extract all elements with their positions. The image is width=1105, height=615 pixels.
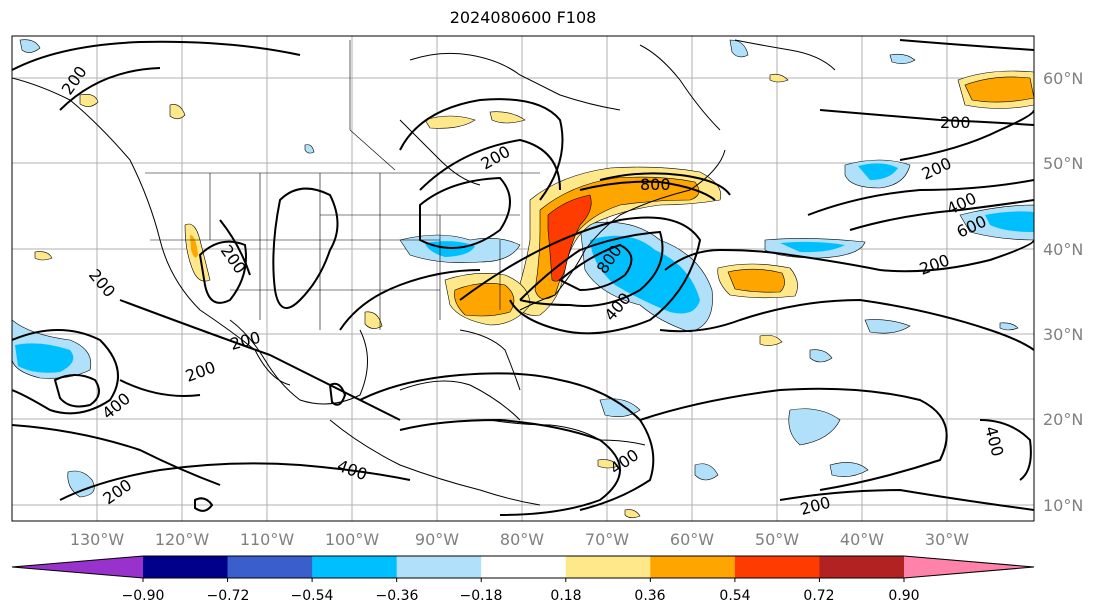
contour-label: 200 [919,153,955,183]
colorbar-tick: −0.72 [207,588,250,604]
contour-label: 400 [98,389,134,423]
coastlines [12,39,836,506]
longitude-labels: 130°W 120°W 110°W 100°W 90°W 80°W 70°W 6… [70,530,969,549]
colorbar-segment [143,556,229,578]
state-boundaries [145,40,540,330]
colorbar-tick: 0.54 [719,588,750,604]
colorbar-tick: 0.18 [550,588,581,604]
colorbar-segment [481,556,567,578]
colorbar-segment [227,556,313,578]
lat-label: 30°N [1043,325,1083,344]
colorbar-tick: −0.18 [460,588,503,604]
lon-label: 110°W [240,530,295,549]
lat-label: 10°N [1043,496,1083,515]
lat-label: 40°N [1043,240,1083,259]
colorbar-segment [734,556,820,578]
lon-label: 120°W [155,530,210,549]
colorbar-segment [819,556,905,578]
lon-label: 40°W [840,530,884,549]
colorbar-extend-high [904,556,1034,578]
lon-label: 130°W [70,530,125,549]
lon-label: 80°W [500,530,544,549]
colorbar-segment [650,556,736,578]
contour-label: 200 [183,357,218,385]
colorbar-segment [396,556,482,578]
lat-label: 20°N [1043,410,1083,429]
contour-label: 400 [335,456,370,484]
shaded-fields [12,39,1034,519]
lat-label: 50°N [1043,154,1083,173]
colorbar [11,555,1035,582]
contours [12,39,1034,516]
colorbar-segment [565,556,651,578]
map-frame [11,35,1035,522]
contour-label: 200 [85,265,119,301]
latitude-labels: 60°N 50°N 40°N 30°N 20°N 10°N [1043,69,1083,515]
colorbar-tick: 0.72 [803,588,834,604]
colorbar-tick: −0.36 [376,588,419,604]
contour-label: 400 [981,424,1007,458]
colorbar-tick: −0.54 [291,588,334,604]
colorbar-tick: 0.36 [634,588,665,604]
contour-label: 200 [99,475,135,508]
colorbar-tick: 0.90 [888,588,919,604]
lon-label: 30°W [925,530,969,549]
colorbar-extend-low [12,556,143,578]
contour-label: 200 [940,113,971,132]
lon-label: 70°W [585,530,629,549]
map-title: 2024080600 F108 [449,8,597,27]
colorbar-segment [312,556,398,578]
lon-label: 100°W [325,530,380,549]
lon-label: 60°W [670,530,714,549]
contour-label: 200 [478,142,514,174]
lon-label: 90°W [415,530,459,549]
colorbar-ticks: −0.90 −0.72 −0.54 −0.36 −0.18 0.18 0.36 … [122,588,920,604]
contour-label: 800 [640,175,671,194]
colorbar-tick: −0.90 [122,588,165,604]
lon-label: 50°W [755,530,799,549]
lat-label: 60°N [1043,69,1083,88]
contour-label: 200 [58,62,91,98]
